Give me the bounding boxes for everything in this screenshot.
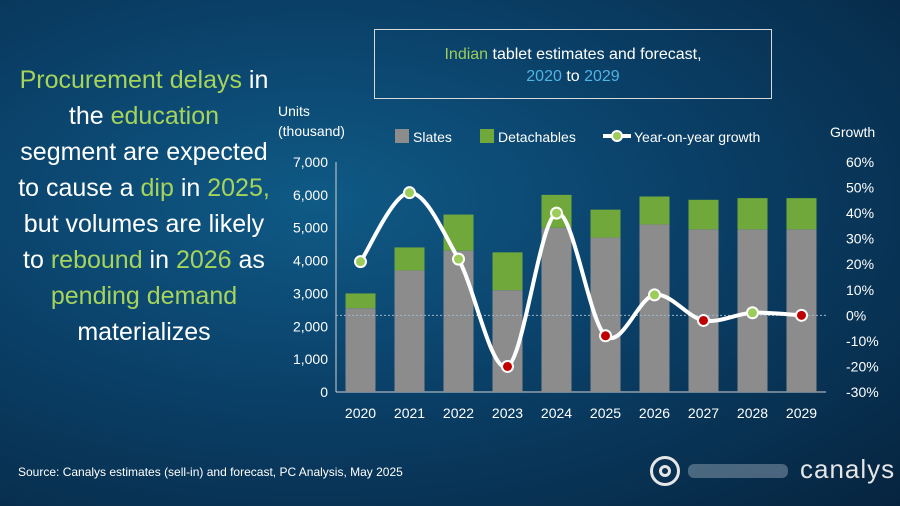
growth-point [599, 329, 612, 343]
y2-tick-label: 10% [846, 282, 874, 298]
y-axis-title: (thousand) [278, 123, 345, 139]
growth-point [501, 359, 514, 373]
y-tick-label: 5,000 [293, 220, 328, 236]
headline-part: 2025, [207, 174, 270, 202]
x-tick-label: 2022 [443, 405, 474, 421]
headline: Procurement delays in the education segm… [18, 62, 270, 350]
source-note: Source: Canalys estimates (sell-in) and … [18, 465, 403, 479]
canalys-logo-icon [650, 456, 680, 486]
x-tick-label: 2028 [737, 405, 768, 421]
growth-point [697, 313, 710, 327]
headline-part: materializes [77, 318, 211, 346]
growth-point [452, 252, 465, 266]
y-tick-label: 4,000 [293, 253, 328, 269]
growth-point [550, 206, 563, 220]
headline-part: but volumes are likely to [23, 210, 265, 274]
growth-point [795, 308, 808, 322]
logo-tagline-blur [688, 464, 788, 478]
y2-tick-label: -10% [846, 333, 879, 349]
x-tick-label: 2023 [492, 405, 523, 421]
y-tick-label: 2,000 [293, 318, 328, 334]
bar-slates [394, 270, 425, 392]
bar-slates [688, 229, 719, 392]
y2-tick-label: 40% [846, 205, 874, 221]
legend-label-slates: Slates [413, 129, 452, 145]
y2-tick-label: 50% [846, 180, 874, 196]
title-year-start: 2020 [526, 68, 562, 85]
legend-swatch-detachables [480, 129, 494, 143]
title-text: tablet estimates and forecast, [488, 46, 702, 63]
headline-part: segment are expected to cause a [18, 138, 268, 202]
title-year-end: 2029 [584, 68, 620, 85]
growth-point [648, 288, 661, 302]
bar-detachables [443, 214, 474, 251]
logo-text: canalys [800, 454, 896, 484]
legend-label-detachables: Detachables [498, 129, 576, 145]
title-word-indian: Indian [444, 46, 489, 63]
y-tick-label: 3,000 [293, 285, 328, 301]
legend-swatch-slates [395, 129, 409, 143]
x-tick-label: 2020 [345, 405, 376, 421]
bar-detachables [688, 199, 719, 230]
y2-tick-label: 0% [846, 307, 866, 323]
x-tick-label: 2025 [590, 405, 621, 421]
headline-part: delays [169, 66, 242, 94]
legend-label-growth: Year-on-year growth [634, 129, 760, 145]
y-tick-label: 1,000 [293, 351, 328, 367]
headline-part: dip [140, 174, 174, 202]
y2-tick-label: 20% [846, 256, 874, 272]
y-tick-label: 6,000 [293, 187, 328, 203]
bar-slates [443, 250, 474, 392]
x-tick-label: 2026 [639, 405, 670, 421]
bar-detachables [786, 198, 817, 230]
y2-tick-label: -30% [846, 384, 879, 400]
chart-title-box: Indian tablet estimates and forecast, 20… [374, 29, 772, 99]
y2-tick-label: 30% [846, 231, 874, 247]
headline-part: as [231, 246, 265, 274]
y2-tick-label: 60% [846, 154, 874, 170]
legend-marker-growth [611, 130, 623, 142]
headline-part: 2026 [175, 246, 232, 274]
headline-part: rebound [50, 246, 143, 274]
x-tick-label: 2027 [688, 405, 719, 421]
bar-slates [345, 308, 376, 392]
headline-part: in [142, 246, 176, 274]
headline-part: in [173, 174, 208, 202]
x-tick-label: 2029 [786, 405, 817, 421]
headline-part: pending demand [50, 282, 238, 310]
headline-part: education [110, 102, 220, 130]
bar-slates [541, 227, 572, 392]
canalys-logo: canalys [650, 452, 894, 492]
y-tick-label: 7,000 [293, 154, 328, 170]
headline-part: in the [68, 66, 269, 130]
bar-detachables [737, 198, 768, 230]
growth-point [354, 255, 367, 269]
x-tick-label: 2024 [541, 405, 572, 421]
y-axis-title: Units [278, 103, 310, 119]
title-to: to [561, 68, 585, 85]
x-tick-label: 2021 [394, 405, 425, 421]
y2-axis-title: Growth [830, 124, 875, 140]
bar-slates [639, 224, 670, 392]
bar-detachables [590, 209, 621, 238]
bar-detachables [492, 252, 523, 291]
y-tick-label: 0 [320, 384, 328, 400]
headline-part: Procurement [19, 66, 163, 94]
bar-detachables [345, 293, 376, 309]
bar-detachables [394, 247, 425, 271]
bar-detachables [639, 196, 670, 225]
y2-tick-label: -20% [846, 358, 879, 374]
growth-line [358, 190, 802, 369]
growth-point [403, 186, 416, 200]
growth-point [746, 306, 759, 320]
